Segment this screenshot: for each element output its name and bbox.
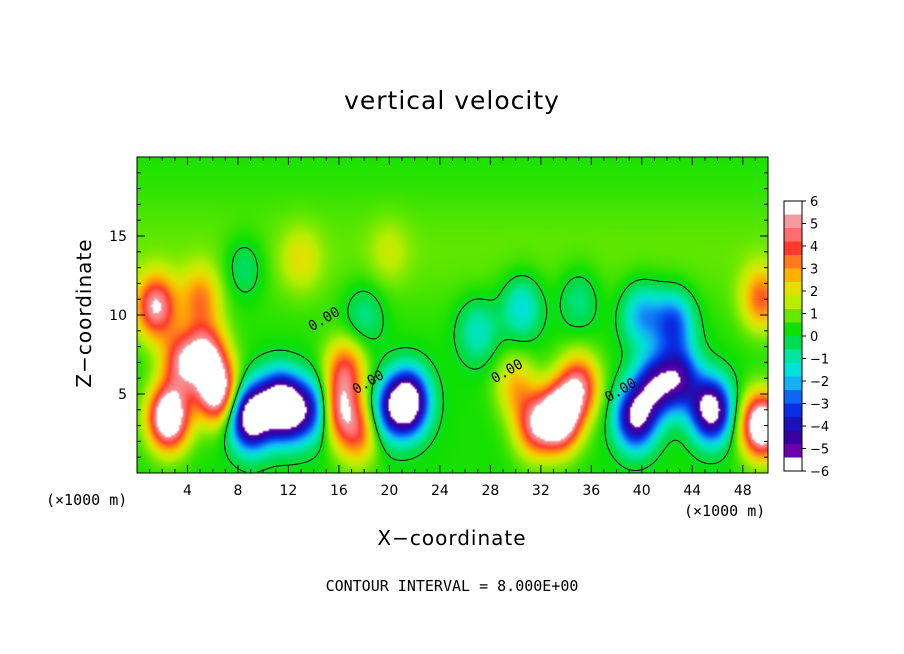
colorbar-swatch	[784, 322, 802, 337]
colorbar-tick-label: −5	[810, 443, 829, 458]
colorbar-swatch	[784, 349, 802, 364]
colorbar-tick-label: 6	[810, 195, 818, 210]
heatmap-image	[137, 157, 768, 473]
colorbar-swatch	[784, 376, 802, 391]
colorbar-swatch	[784, 214, 802, 229]
x-unit-label: (×1000 m)	[684, 502, 766, 520]
colorbar-swatch	[784, 201, 802, 215]
x-tick-label: 28	[481, 483, 499, 499]
x-tick-label: 20	[380, 483, 398, 499]
colorbar-tick-label: 3	[810, 263, 818, 278]
x-tick-label: 32	[532, 483, 550, 499]
colorbar-swatch	[784, 336, 802, 350]
colorbar-swatch	[784, 255, 802, 269]
colorbar-tick-label: −1	[810, 353, 829, 368]
colorbar: 6 5 4 3 2 1 0 −1 −2 −3 −4 −5 −6	[783, 195, 829, 480]
colorbar-tick-label: 2	[810, 285, 818, 300]
y-tick-label: 5	[118, 387, 127, 403]
colorbar-swatch	[784, 417, 802, 431]
colorbar-swatch	[784, 282, 802, 296]
zero-contour-path	[224, 247, 738, 473]
zero-contour	[224, 247, 738, 473]
x-tick-label: 44	[683, 483, 701, 499]
x-tick-label: 8	[233, 483, 242, 499]
y-tick-label: 15	[109, 229, 127, 245]
x-tick-label: 16	[330, 483, 348, 499]
colorbar-tick-label: −6	[810, 465, 829, 480]
colorbar-swatch	[784, 268, 802, 283]
colorbar-tick-label: 0	[810, 330, 818, 345]
colorbar-swatch	[784, 390, 802, 404]
x-axis-label: X−coordinate	[377, 526, 527, 550]
colorbar-tick-label: −4	[810, 420, 829, 435]
colorbar-tick-label: 4	[810, 240, 818, 255]
colorbar-swatch	[784, 228, 802, 242]
colorbar-swatch	[784, 403, 802, 418]
colorbar-swatch	[784, 241, 802, 256]
x-tick-label: 40	[633, 483, 651, 499]
x-tick-label: 24	[431, 483, 449, 499]
plot-area: 0.000.00 0.000.00	[137, 157, 768, 473]
y-tick-label: 10	[109, 308, 127, 324]
y-unit-label: (×1000 m)	[46, 491, 128, 509]
chart-title: vertical velocity	[344, 86, 560, 115]
colorbar-swatch	[784, 457, 802, 472]
x-tick-label: 12	[280, 483, 298, 499]
colorbar-tick-label: 1	[810, 308, 818, 323]
x-tick-label: 48	[734, 483, 752, 499]
colorbar-tick-label: −3	[810, 398, 829, 413]
colorbar-swatch	[784, 295, 802, 310]
colorbar-swatch	[784, 363, 802, 377]
colorbar-swatch	[784, 444, 802, 458]
colorbar-tick-label: 5	[810, 218, 818, 233]
colorbar-swatch	[784, 309, 802, 323]
colorbar-swatch	[784, 430, 802, 445]
x-tick-label: 4	[183, 483, 192, 499]
contour-interval-note: CONTOUR INTERVAL = 8.000E+00	[325, 577, 579, 595]
colorbar-tick-label: −2	[810, 375, 829, 390]
x-tick-label: 36	[582, 483, 600, 499]
